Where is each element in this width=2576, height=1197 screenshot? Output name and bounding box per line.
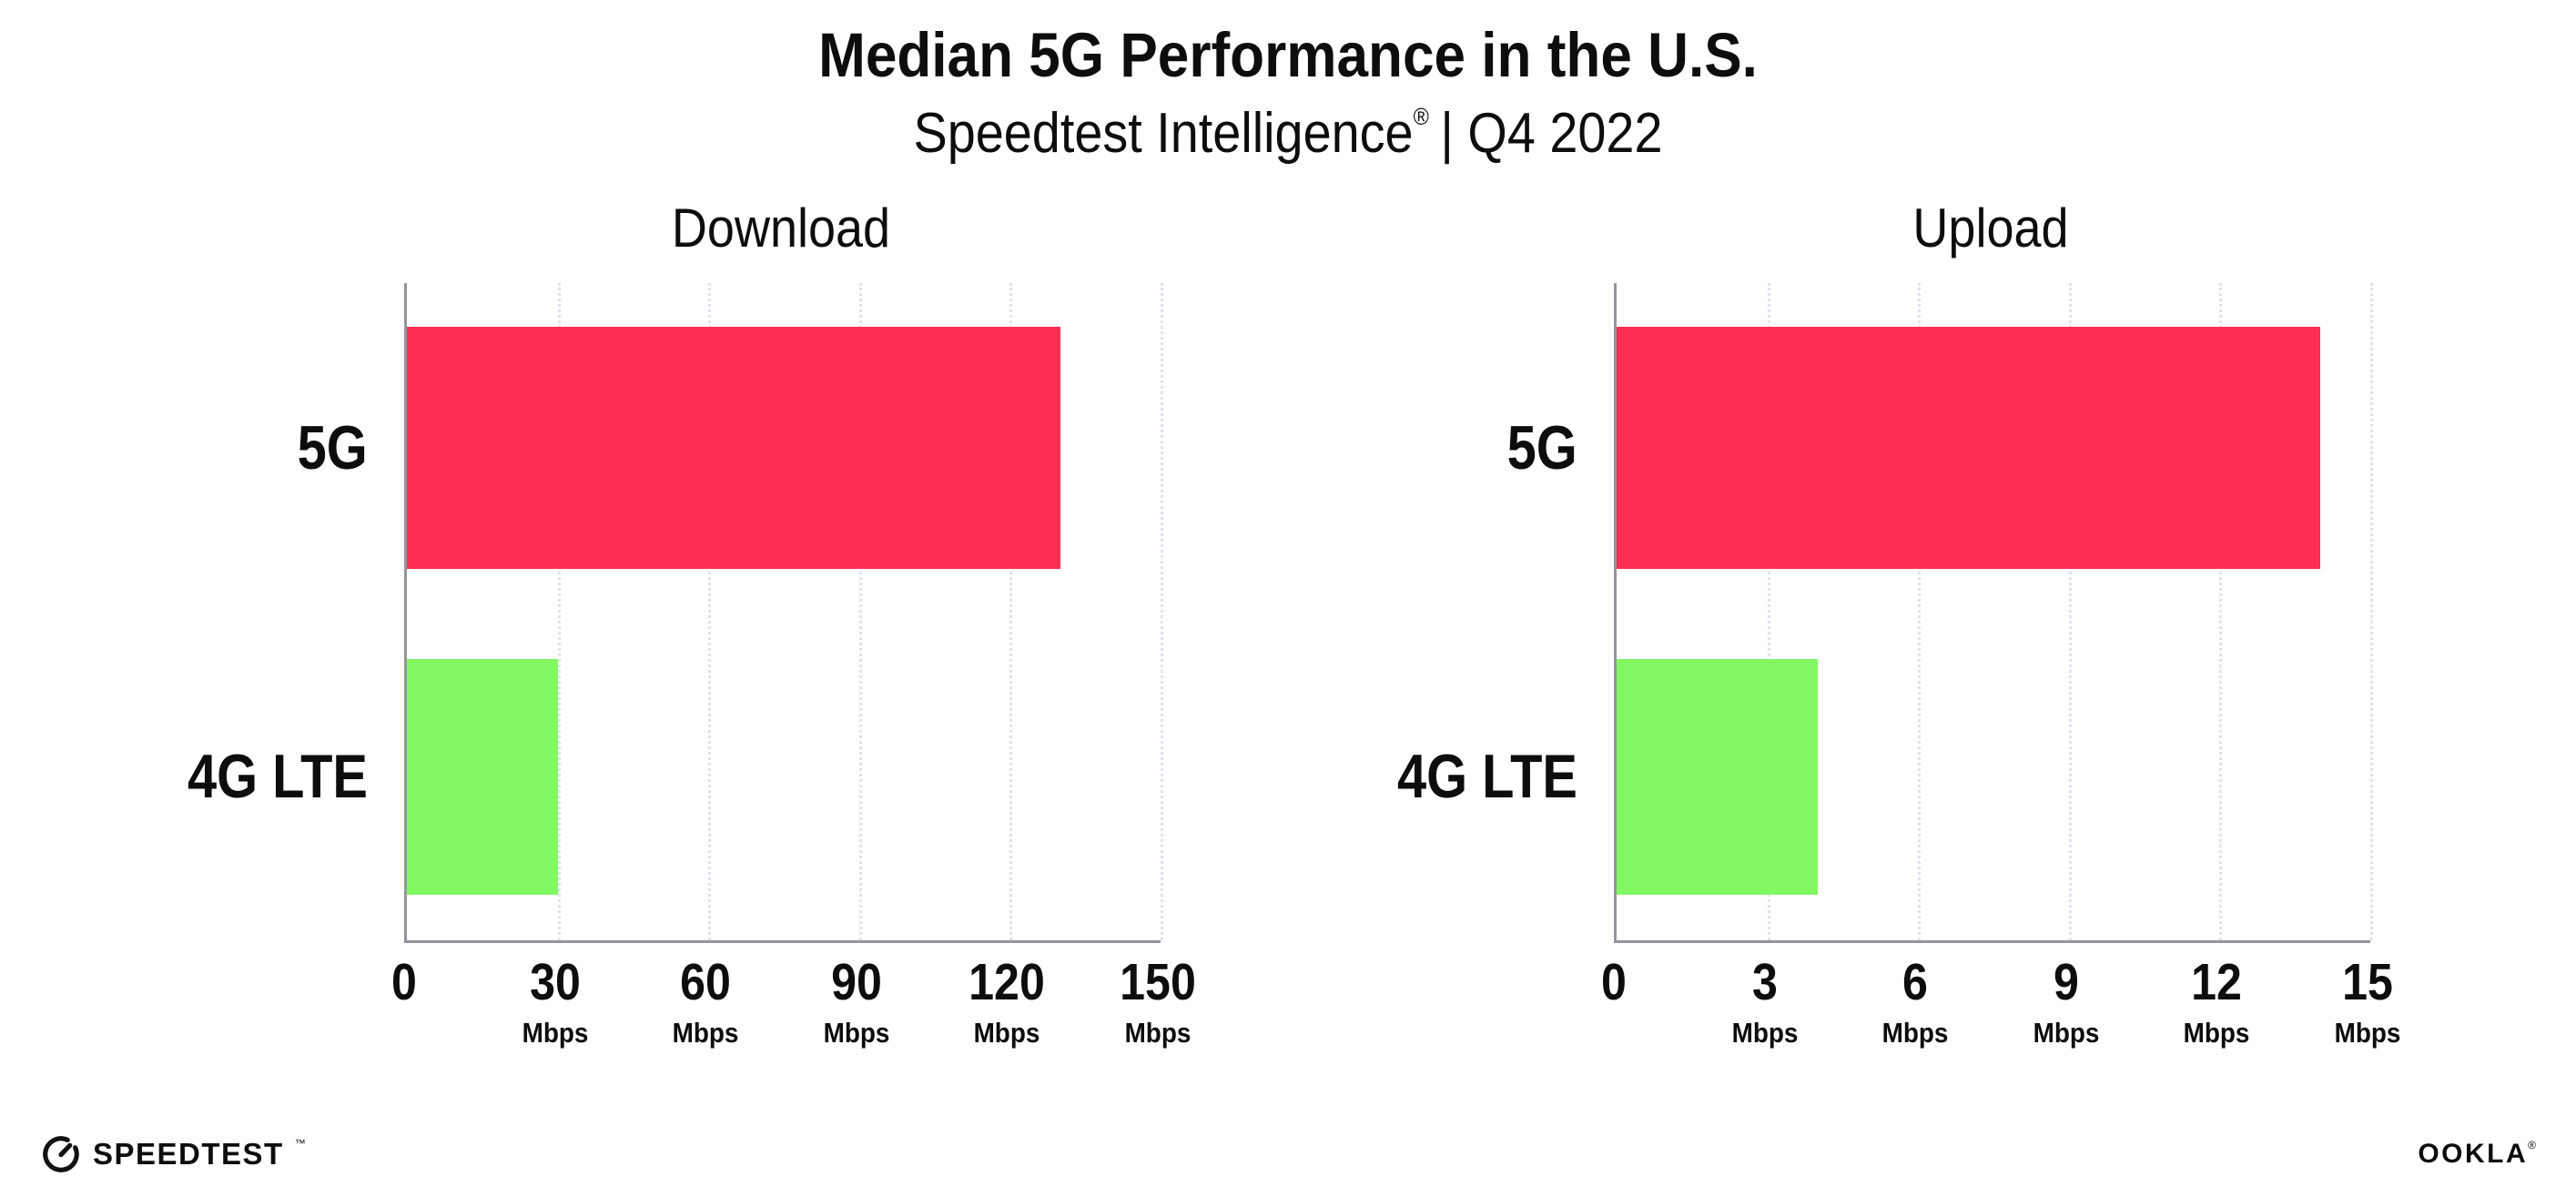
category-label-text: 5G (1506, 412, 1577, 482)
page-title: Median 5G Performance in the U.S. (818, 20, 1758, 90)
tick-number: 120 (969, 953, 1046, 1012)
x-axis: 0 3 Mbps 6 Mbps 9 Mbps 12 Mbps 15 Mbps (1601, 953, 2400, 1083)
speedtest-gauge-icon (43, 1136, 79, 1172)
chart-download: Download 5G 4G LTE 0 30 Mbps 60 Mbps 90 Mbps 120… (177, 196, 1196, 1083)
plot-area (1614, 283, 2373, 944)
category-label-text: 5G (297, 412, 368, 482)
tick-number: 9 (2053, 953, 2079, 1012)
registered-symbol: ® (1413, 102, 1429, 130)
x-tick-90: 90 Mbps (819, 953, 893, 1051)
speedtest-wordmark: SPEEDTEST (93, 1137, 284, 1171)
tick-unit: Mbps (823, 1017, 890, 1050)
gridline (1767, 283, 1770, 941)
x-tick-150: 150 Mbps (1114, 953, 1201, 1051)
chart-title: Upload (1912, 198, 2069, 259)
x-tick-0: 0 (1599, 953, 1628, 1016)
gridline (2068, 283, 2072, 941)
x-tick-6: 6 Mbps (1879, 953, 1952, 1051)
tick-number: 60 (680, 953, 732, 1012)
header: Median 5G Performance in the U.S. Speedt… (0, 0, 2576, 168)
chart-body: 5G 4G LTE 0 3 Mbps 6 Mbps 9 Mbps 12 Mbps 15 Mbps (1386, 283, 2400, 1083)
x-tick-30: 30 Mbps (518, 953, 592, 1051)
charts-row: Download 5G 4G LTE 0 30 Mbps 60 Mbps 90 Mbps 120… (0, 196, 2576, 1083)
bar-5g (407, 326, 1060, 569)
x-tick-120: 120 Mbps (964, 953, 1050, 1051)
bar-4g-lte (1617, 659, 1818, 895)
x-tick-0: 0 (390, 953, 419, 1016)
x-tick-12: 12 Mbps (2180, 953, 2254, 1051)
gridline (2370, 283, 2373, 941)
x-tick-9: 9 Mbps (2029, 953, 2103, 1051)
tick-unit: Mbps (1881, 1017, 1949, 1050)
plot-wrap: 0 30 Mbps 60 Mbps 90 Mbps 120 Mbps 150 Mbps (391, 283, 1196, 1083)
tick-number: 6 (1902, 953, 1929, 1012)
y-axis-labels: 5G 4G LTE (177, 283, 404, 940)
category-label-5g: 5G (1386, 283, 1614, 612)
x-tick-3: 3 Mbps (1728, 953, 1801, 1051)
chart-body: 5G 4G LTE 0 30 Mbps 60 Mbps 90 Mbps 120 Mbps 150 Mb… (177, 283, 1196, 1083)
x-tick-15: 15 Mbps (2331, 953, 2405, 1051)
tick-unit: Mbps (522, 1017, 589, 1050)
gridline (858, 283, 862, 941)
category-label-4g-lte: 4G LTE (177, 612, 404, 940)
tick-unit: Mbps (1124, 1017, 1192, 1050)
gridline (2219, 283, 2223, 941)
page-subtitle: Speedtest Intelligence® | Q4 2022 (129, 98, 2448, 169)
gridline (557, 283, 561, 941)
chart-title: Download (671, 198, 891, 259)
registered-symbol: ® (2528, 1139, 2536, 1151)
category-label-text: 4G LTE (1396, 741, 1577, 811)
plot-wrap: 0 3 Mbps 6 Mbps 9 Mbps 12 Mbps 15 Mbps (1601, 283, 2400, 1083)
bar-5g (1617, 326, 2320, 569)
ookla-wordmark: OOKLA (2418, 1139, 2529, 1169)
subtitle-period: | Q4 2022 (1440, 101, 1663, 165)
tick-number: 3 (1751, 953, 1778, 1012)
tick-number: 15 (2342, 953, 2393, 1012)
gridline (708, 283, 712, 941)
tick-number: 12 (2191, 953, 2243, 1012)
tick-number: 150 (1120, 953, 1196, 1012)
category-label-4g-lte: 4G LTE (1386, 612, 1614, 940)
gridline (1009, 283, 1013, 941)
plot-area (404, 283, 1163, 944)
tick-unit: Mbps (672, 1017, 739, 1050)
tick-unit: Mbps (2183, 1017, 2250, 1050)
tick-number: 30 (529, 953, 581, 1012)
tick-number: 0 (1601, 953, 1627, 1012)
tick-number: 0 (391, 953, 417, 1012)
x-tick-60: 60 Mbps (669, 953, 743, 1051)
trademark-symbol: ™ (294, 1137, 306, 1150)
tick-unit: Mbps (2334, 1017, 2401, 1050)
category-label-5g: 5G (177, 283, 404, 612)
gridline (1918, 283, 1922, 941)
gridline (1161, 283, 1163, 941)
footer: SPEEDTEST ™ OOKLA ® (40, 1133, 2536, 1175)
y-axis-labels: 5G 4G LTE (1386, 283, 1614, 940)
tick-unit: Mbps (2033, 1017, 2100, 1050)
speedtest-logo: SPEEDTEST ™ (40, 1133, 306, 1175)
chart-upload: Upload 5G 4G LTE 0 3 Mbps 6 Mbps 9 Mbps 12 Mbps 15… (1386, 196, 2400, 1083)
tick-number: 90 (830, 953, 882, 1012)
subtitle-brand: Speedtest Intelligence (913, 101, 1414, 165)
x-axis: 0 30 Mbps 60 Mbps 90 Mbps 120 Mbps 150 Mbps (391, 953, 1196, 1083)
category-label-text: 4G LTE (187, 741, 368, 811)
ookla-logo: OOKLA ® (2418, 1139, 2536, 1170)
tick-unit: Mbps (973, 1017, 1040, 1050)
tick-unit: Mbps (1731, 1017, 1799, 1050)
bar-4g-lte (407, 659, 558, 895)
